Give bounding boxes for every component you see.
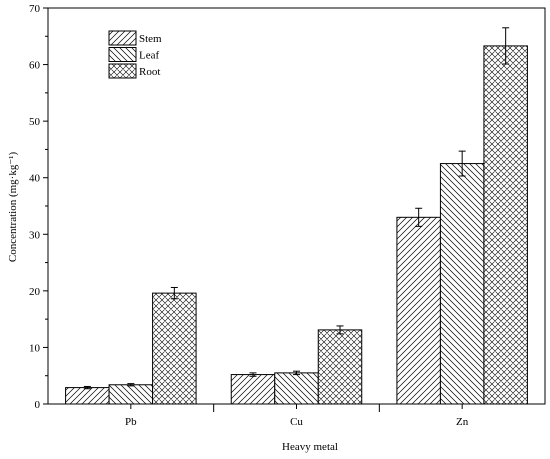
x-tick-label-pb: Pb: [125, 416, 137, 428]
error-bar-leaf-zn: [458, 150, 466, 177]
legend-label-stem: Stem: [139, 33, 162, 45]
bar-leaf-pb: [108, 384, 154, 405]
y-tick-label: 0: [35, 399, 41, 411]
error-bar-stem-zn: [415, 207, 423, 227]
bar-stem-cu: [230, 374, 276, 405]
error-bars-layer: [83, 27, 510, 390]
x-tick-label-zn: Zn: [456, 416, 469, 428]
y-tick-label: 40: [29, 173, 41, 185]
error-bar-stem-pb: [83, 385, 91, 390]
bar-root-pb: [152, 292, 197, 405]
error-bar-root-zn: [502, 27, 510, 65]
bars-layer: [65, 45, 528, 405]
bar-stem-pb: [65, 387, 110, 405]
y-axis-title: Concentration (mg·kg⁻¹): [7, 152, 19, 263]
legend-label-leaf: Leaf: [139, 50, 159, 62]
error-bar-stem-cu: [249, 372, 257, 377]
legend: Stem Leaf Root: [108, 30, 162, 79]
y-tick-label: 60: [29, 60, 41, 72]
error-bar-leaf-cu: [293, 370, 300, 376]
legend-swatch-stem: [108, 30, 137, 46]
error-bar-root-pb: [170, 286, 178, 300]
axes-layer: Pb Cu Zn 0 10 20 30 40 50 60 70: [29, 3, 546, 428]
error-bar-root-cu: [336, 325, 344, 335]
error-bar-leaf-pb: [127, 383, 135, 387]
y-tick-label: 10: [29, 342, 41, 354]
bar-root-cu: [317, 329, 363, 405]
bar-leaf-cu: [274, 372, 319, 405]
bar-leaf-zn: [439, 163, 485, 405]
legend-swatch-leaf: [108, 47, 137, 62]
y-tick-label: 70: [29, 3, 41, 15]
x-tick-label-cu: Cu: [290, 416, 303, 428]
y-tick-label: 50: [29, 116, 41, 128]
y-tick-label: 30: [29, 229, 41, 241]
legend-swatch-root: [108, 63, 137, 79]
y-tick-label: 20: [29, 286, 41, 298]
legend-label-root: Root: [139, 66, 160, 78]
bar-stem-zn: [396, 216, 441, 405]
bar-root-zn: [483, 45, 528, 405]
x-axis-title: Heavy metal: [282, 441, 338, 453]
